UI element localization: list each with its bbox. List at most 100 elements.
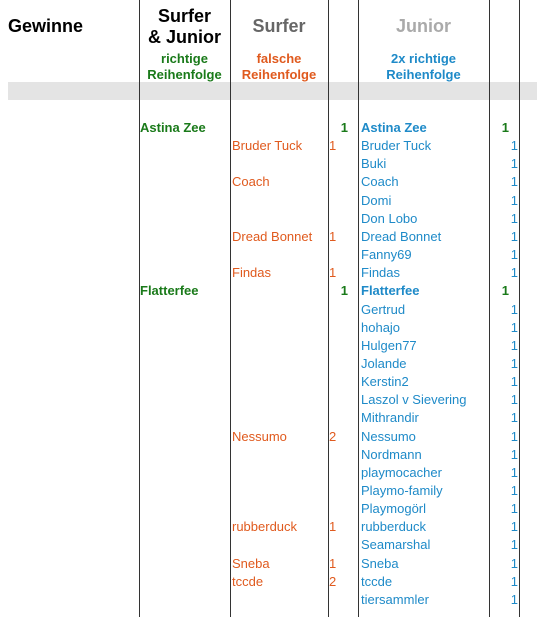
surfer-count: 2 <box>329 573 337 589</box>
surfer-name <box>232 409 328 427</box>
junior-name: rubberduck <box>361 519 427 535</box>
junior-name: Playmo-family <box>361 483 443 498</box>
surfer-name <box>232 301 328 319</box>
surfer-count <box>329 464 341 482</box>
surfer-name <box>232 446 328 464</box>
surfer-junior-count: 1 <box>340 120 348 135</box>
surfer-junior-name <box>140 464 228 482</box>
junior-count: 1 <box>510 501 518 517</box>
junior-name: Nordmann <box>361 446 422 462</box>
surfer-count: 1 <box>329 138 337 154</box>
junior-count: 1 <box>510 483 518 498</box>
surfer-junior-name <box>140 428 228 446</box>
junior-count: 1 <box>510 519 518 535</box>
junior-count: 1 <box>510 192 518 208</box>
header-gewinne: Gewinne <box>8 16 84 36</box>
junior-count: 1 <box>510 591 518 607</box>
surfer-junior-name <box>140 391 228 409</box>
header-surfer: Surfer <box>252 16 306 36</box>
surfer-name: Nessumo <box>232 428 287 444</box>
surfer-name <box>232 246 328 264</box>
surfer-name <box>232 464 328 482</box>
surfer-junior-name <box>140 137 228 155</box>
junior-count: 1 <box>510 156 518 172</box>
header-surfer-junior-line1: Surfer <box>157 6 211 26</box>
column-divider <box>358 0 359 617</box>
column-divider <box>328 0 329 617</box>
column-divider <box>519 0 520 617</box>
junior-name: Gertrud <box>361 301 406 317</box>
junior-name: tccde <box>361 573 393 589</box>
junior-name: Findas <box>361 265 401 281</box>
junior-count: 1 <box>510 392 518 408</box>
surfer-junior-name <box>140 536 228 554</box>
subheader-line: Reihenfolge <box>241 67 317 82</box>
junior-name: Fanny69 <box>361 247 412 263</box>
subheader-surfer: falsche Reihenfolge <box>230 51 328 83</box>
surfer-junior-name <box>140 591 228 609</box>
junior-name: Flatterfee <box>361 283 420 299</box>
surfer-name: Findas <box>232 265 272 281</box>
column-divider <box>230 0 231 617</box>
surfer-junior-name <box>140 446 228 464</box>
surfer-count <box>329 119 341 137</box>
surfer-name <box>232 192 328 210</box>
surfer-count <box>329 173 341 191</box>
subheader-line: 2x richtige <box>390 51 457 66</box>
surfer-junior-name <box>140 264 228 282</box>
surfer-name <box>232 482 328 500</box>
surfer-junior-name <box>140 155 228 173</box>
surfer-name <box>232 119 328 137</box>
junior-count: 1 <box>510 228 518 244</box>
surfer-name: Sneba <box>232 555 270 571</box>
surfer-junior-name <box>140 173 228 191</box>
subheader-line: falsche <box>256 51 302 66</box>
surfer-junior-name <box>140 500 228 518</box>
surfer-count: 1 <box>329 265 337 281</box>
junior-count: 1 <box>501 120 509 135</box>
surfer-count <box>329 210 341 228</box>
junior-count: 1 <box>510 537 518 553</box>
surfer-junior-name <box>140 373 228 391</box>
junior-count: 1 <box>510 428 518 444</box>
junior-name: Don Lobo <box>361 210 418 226</box>
surfer-name <box>232 500 328 518</box>
subheader-surfer-junior: richtige Reihenfolge <box>139 51 230 83</box>
surfer-count <box>329 192 341 210</box>
surfer-count <box>329 391 341 409</box>
junior-name: Astina Zee <box>361 120 427 135</box>
junior-count: 1 <box>510 374 518 390</box>
surfer-junior-count: 1 <box>340 283 348 299</box>
surfer-count <box>329 373 341 391</box>
junior-count: 1 <box>510 410 518 426</box>
surfer-junior-name <box>140 210 228 228</box>
junior-name: Hulgen77 <box>361 337 417 353</box>
surfer-name <box>232 319 328 337</box>
surfer-count <box>329 536 341 554</box>
surfer-junior-name: Flatterfee <box>140 283 199 299</box>
junior-name: Coach <box>361 174 399 190</box>
junior-name: Jolande <box>361 355 407 371</box>
subheader-junior: 2x richtige Reihenfolge <box>358 51 489 83</box>
header-surfer-junior: Surfer & Junior <box>139 6 230 48</box>
header-surfer-junior-line2: & Junior <box>147 27 221 47</box>
surfer-name <box>232 591 328 609</box>
subheader-line: Reihenfolge <box>386 67 461 82</box>
junior-count: 1 <box>510 355 518 371</box>
column-divider <box>139 0 140 617</box>
junior-name: Buki <box>361 156 387 172</box>
header-junior: Junior <box>395 16 451 36</box>
surfer-count <box>329 591 341 609</box>
junior-count: 1 <box>510 265 518 281</box>
surfer-junior-name <box>140 355 228 373</box>
subheader-line: richtige <box>161 51 208 66</box>
surfer-name <box>232 155 328 173</box>
surfer-count <box>329 500 341 518</box>
surfer-junior-name <box>140 228 228 246</box>
surfer-junior-name <box>140 192 228 210</box>
junior-name: Laszol v Sievering <box>361 392 467 408</box>
junior-count: 1 <box>501 283 509 299</box>
surfer-junior-name <box>140 409 228 427</box>
surfer-name: rubberduck <box>232 519 298 535</box>
surfer-name <box>232 355 328 373</box>
